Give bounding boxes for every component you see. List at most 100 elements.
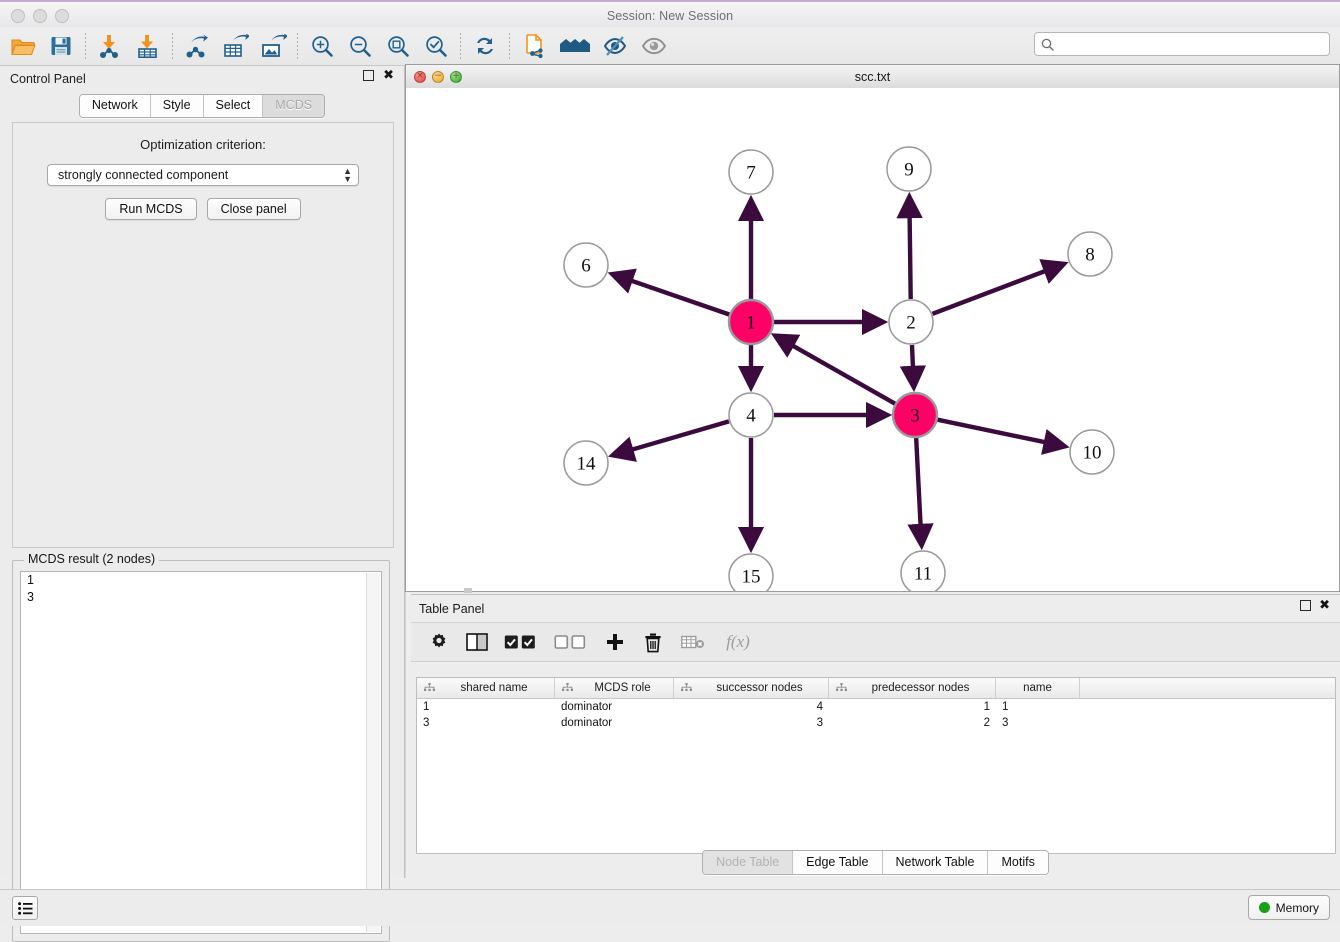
open-folder-icon[interactable] <box>4 29 42 63</box>
table-cell-successor-nodes[interactable]: 4 <box>816 701 823 713</box>
table-cell-shared-name[interactable]: 1 <box>423 701 430 713</box>
table-cell-shared-name[interactable]: 3 <box>423 717 430 729</box>
run-mcds-button[interactable]: Run MCDS <box>105 198 197 220</box>
tab-select[interactable]: Select <box>203 95 264 117</box>
tab-network-table[interactable]: Network Table <box>882 851 989 874</box>
search-box[interactable] <box>1034 32 1330 56</box>
zoom-selected-icon[interactable] <box>417 29 455 63</box>
graph-node-3[interactable]: 3 <box>891 391 939 439</box>
tab-style[interactable]: Style <box>150 95 204 117</box>
select-all-icon[interactable] <box>635 29 673 63</box>
show-hidden-icon[interactable] <box>597 29 635 63</box>
export-image-icon[interactable] <box>254 29 292 63</box>
new-network-from-selection-icon[interactable] <box>515 29 553 63</box>
graph-edge-1-6[interactable] <box>607 268 730 317</box>
tab-node-table[interactable]: Node Table <box>703 851 794 874</box>
network-graph[interactable]: 7 9 6 8 1 2 4 3 14 10 15 11 <box>406 88 1339 591</box>
list-item[interactable]: 3 <box>27 590 34 604</box>
node-table[interactable]: shared name MCDS role successor nodes prede… <box>416 677 1336 854</box>
node-circle[interactable] <box>563 242 609 288</box>
node-circle[interactable] <box>1067 231 1113 277</box>
close-dot-icon[interactable] <box>11 8 25 23</box>
zoom-fit-icon[interactable] <box>379 29 417 63</box>
table-row[interactable]: 3 dominator 3 2 3 <box>417 715 1335 731</box>
result-list-scrollbar[interactable] <box>366 573 380 932</box>
graph-node-8[interactable]: 8 <box>1067 231 1113 277</box>
task-list-icon[interactable] <box>12 896 38 920</box>
graph-node-10[interactable]: 10 <box>1069 429 1115 475</box>
control-panel-close-icon[interactable]: ✖ <box>383 68 394 83</box>
graph-node-2[interactable]: 2 <box>888 299 934 345</box>
node-circle[interactable] <box>1069 429 1115 475</box>
node-circle[interactable] <box>888 299 934 345</box>
zoom-out-icon[interactable] <box>341 29 379 63</box>
graph-node-14[interactable]: 14 <box>563 440 609 486</box>
node-circle[interactable] <box>727 298 775 346</box>
graph-edge-2-8[interactable] <box>931 259 1069 316</box>
hide-selected-icon[interactable] <box>553 29 597 63</box>
network-close-icon[interactable]: × <box>414 70 426 83</box>
graph-node-1[interactable]: 1 <box>727 298 775 346</box>
deselect-all-columns-icon[interactable] <box>553 630 589 654</box>
network-minimize-icon[interactable]: − <box>432 70 444 83</box>
graph-edge-2-3[interactable] <box>899 344 927 393</box>
settings-gear-icon[interactable] <box>427 630 451 654</box>
add-row-icon[interactable] <box>603 630 627 654</box>
node-circle[interactable] <box>728 553 774 591</box>
table-panel-float-icon[interactable] <box>1300 600 1312 611</box>
window-traffic-lights[interactable] <box>0 8 69 23</box>
node-circle[interactable] <box>886 146 932 192</box>
node-circle[interactable] <box>728 392 774 438</box>
column-header-shared-name[interactable]: shared name <box>417 678 555 698</box>
import-network-icon[interactable] <box>91 29 129 63</box>
function-builder-icon[interactable]: f(x) <box>721 630 755 654</box>
column-header-predecessor-nodes[interactable]: predecessor nodes <box>829 678 996 698</box>
export-network-icon[interactable] <box>178 29 216 63</box>
export-table-icon[interactable] <box>216 29 254 63</box>
import-table-icon[interactable] <box>129 29 167 63</box>
search-input[interactable] <box>1060 36 1314 52</box>
save-icon[interactable] <box>42 29 80 63</box>
table-cell-successor-nodes[interactable]: 3 <box>816 717 823 729</box>
table-cell-name[interactable]: 1 <box>1002 701 1009 713</box>
maximize-dot-icon[interactable] <box>55 8 69 23</box>
graph-edge-3-11[interactable] <box>907 437 934 551</box>
network-canvas[interactable]: 7 9 6 8 1 2 4 3 14 10 15 11 <box>406 88 1339 591</box>
graph-node-6[interactable]: 6 <box>563 242 609 288</box>
node-circle[interactable] <box>900 550 946 591</box>
table-cell-predecessor-nodes[interactable]: 2 <box>983 717 990 729</box>
graph-edge-2-9[interactable] <box>896 191 923 300</box>
graph-node-7[interactable]: 7 <box>728 149 774 195</box>
node-circle[interactable] <box>728 149 774 195</box>
tab-edge-table[interactable]: Edge Table <box>793 851 883 874</box>
memory-status-button[interactable]: Memory <box>1247 895 1330 920</box>
column-header-successor-nodes[interactable]: successor nodes <box>674 678 829 698</box>
table-cell-name[interactable]: 3 <box>1002 717 1009 729</box>
table-body[interactable]: 1 dominator 4 1 1 3 dominator 3 2 3 <box>417 699 1335 731</box>
mcds-result-list[interactable]: 1 3 <box>20 571 382 934</box>
network-window-traffic-lights[interactable]: × − + <box>406 70 462 83</box>
table-cell-predecessor-nodes[interactable]: 1 <box>983 701 990 713</box>
select-all-columns-icon[interactable] <box>503 630 539 654</box>
close-panel-button[interactable]: Close panel <box>206 198 301 220</box>
zoom-in-icon[interactable] <box>303 29 341 63</box>
column-header-MCDS-role[interactable]: MCDS role <box>555 678 674 698</box>
delete-row-icon[interactable] <box>641 630 665 654</box>
graph-node-15[interactable]: 15 <box>728 553 774 591</box>
list-item[interactable]: 1 <box>27 573 34 587</box>
table-cell-mcds-role[interactable]: dominator <box>561 717 613 729</box>
show-columns-icon[interactable] <box>465 630 489 654</box>
graph-edge-3-10[interactable] <box>937 417 1070 455</box>
refresh-icon[interactable] <box>466 29 504 63</box>
export-table-icon[interactable] <box>679 630 707 654</box>
graph-node-9[interactable]: 9 <box>886 146 932 192</box>
graph-node-11[interactable]: 11 <box>900 550 946 591</box>
tab-motifs[interactable]: Motifs <box>988 851 1048 874</box>
tab-mcds[interactable]: MCDS <box>263 95 325 117</box>
graph-edge-4-14[interactable] <box>607 419 730 462</box>
tab-network[interactable]: Network <box>79 95 151 117</box>
network-zoom-icon[interactable]: + <box>450 70 462 83</box>
graph-node-4[interactable]: 4 <box>728 392 774 438</box>
optimization-criterion-select[interactable]: strongly connected component ▲ ▼ <box>47 164 359 186</box>
vertical-split-gripper[interactable] <box>464 588 472 593</box>
